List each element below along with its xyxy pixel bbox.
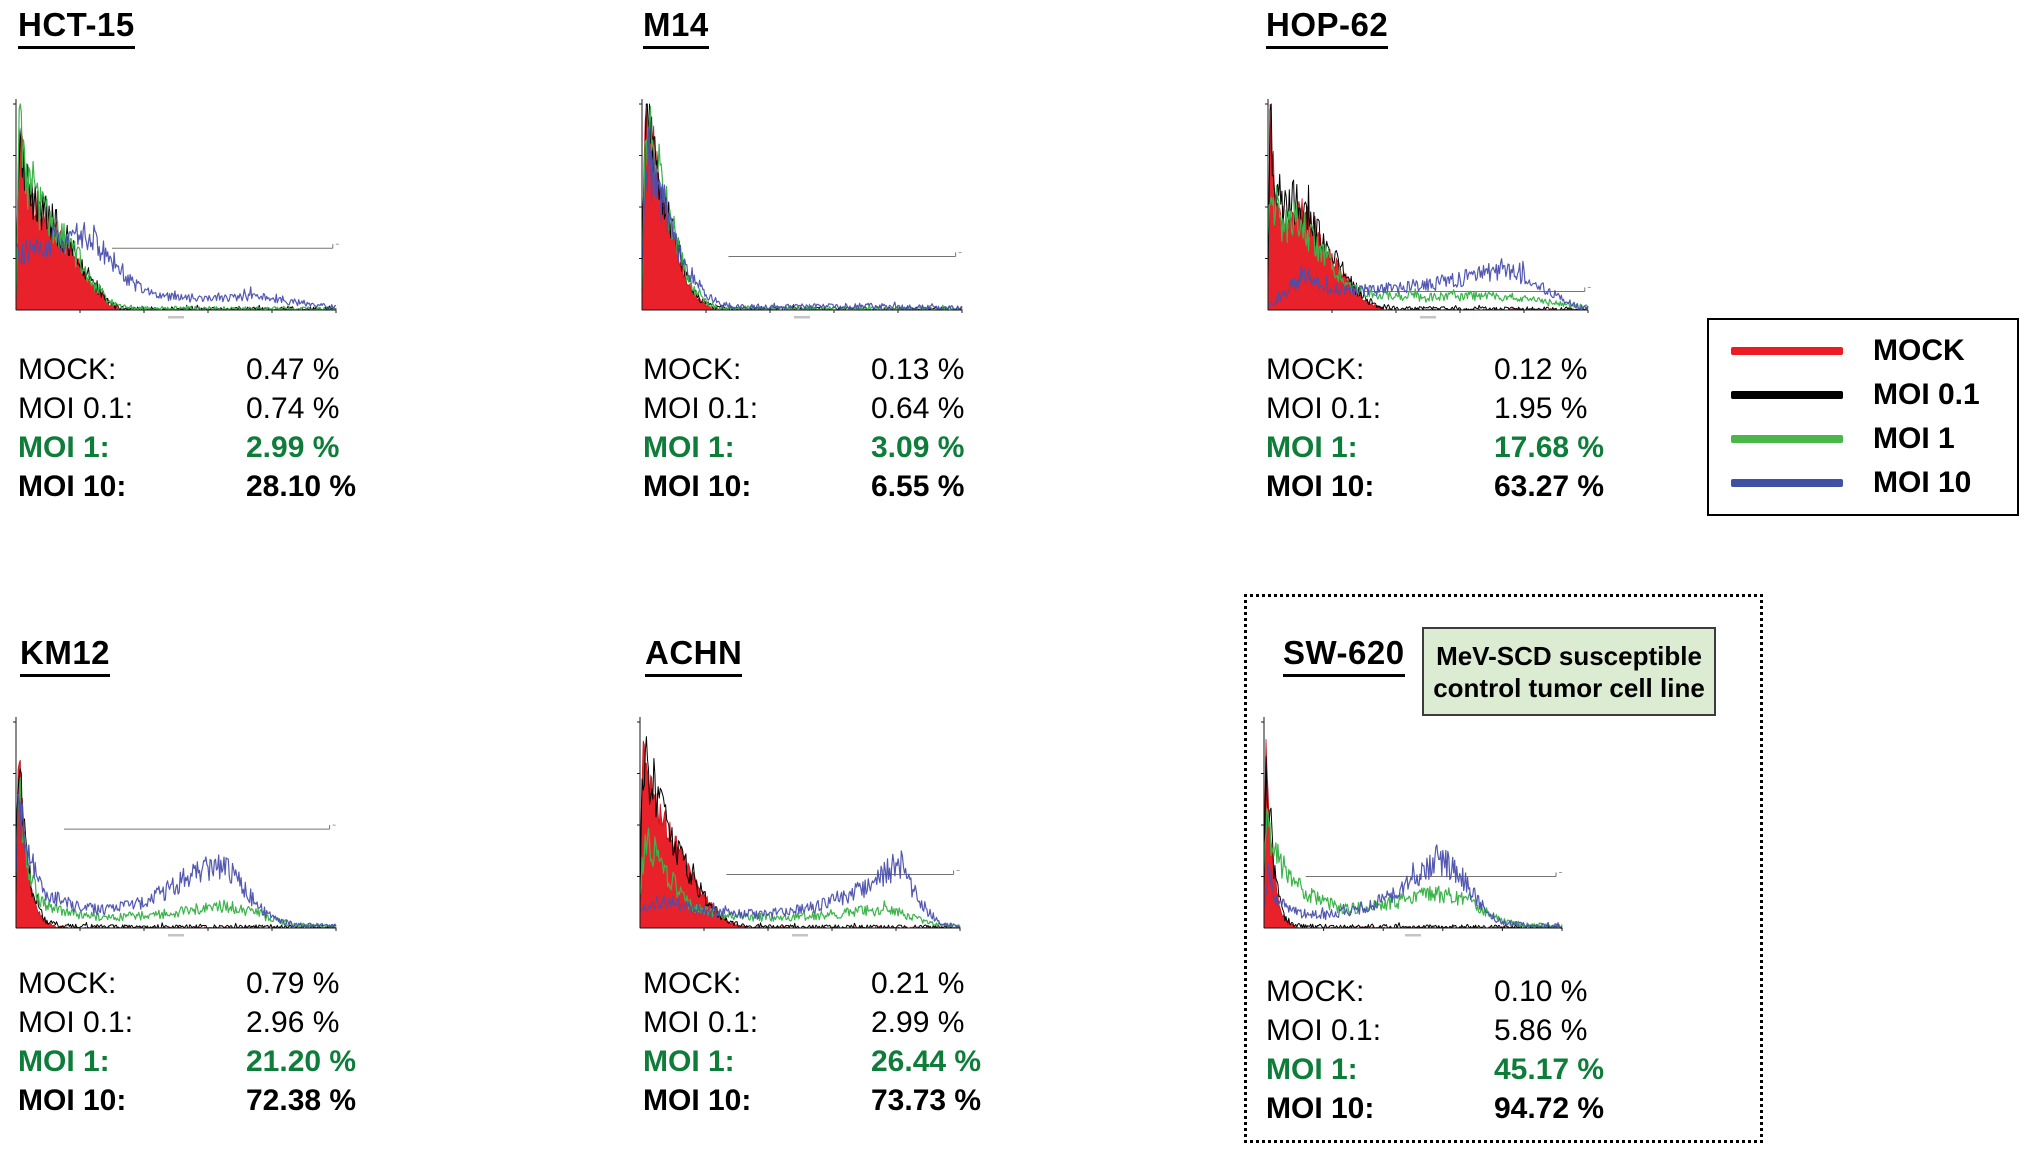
legend-item-moi-10: MOI 10 [1709,466,2017,500]
flow-histogram [639,99,963,319]
row-value: 45.17 % [1494,1053,1605,1086]
row-label: MOCK: [1266,353,1365,386]
row-label: MOI 0.1: [18,1006,134,1039]
row-label: MOI 1: [643,1045,735,1078]
legend-item-moi-0-1: MOI 0.1 [1709,378,2017,412]
panel-title: HCT-15 [18,6,135,49]
row-value: 3.09 % [871,431,965,464]
row-value: 94.72 % [1494,1092,1605,1125]
row-value: 21.20 % [246,1045,357,1078]
row-label: MOI 10: [18,470,127,503]
flow-histogram [1261,717,1564,937]
panel-hct-15: HCT-15 MOCK: 0.47 % MOI 0.1: 0.74 % MOI 1:… [13,6,356,503]
percent-positive-table: MOCK: 0.79 % MOI 0.1: 2.96 % MOI 1: 21.20 %… [18,964,356,1120]
percent-positive-table: MOCK: 0.10 % MOI 0.1: 5.86 % MOI 1: 45.17 %… [1266,972,1604,1128]
row-label: MOI 1: [18,1045,110,1078]
row-value: 0.21 % [871,967,965,1000]
row-label: MOI 0.1: [18,392,134,425]
row-value: 0.79 % [246,967,340,1000]
row-label: MOI 1: [1266,1053,1358,1086]
row-label: MOI 0.1: [643,1006,759,1039]
legend-item-mock: MOCK [1709,334,2017,368]
row-label: MOI 10: [643,1084,752,1117]
row-value: 72.38 % [246,1084,357,1117]
row-value: 0.47 % [246,353,340,386]
percent-positive-table: MOCK: 0.12 % MOI 0.1: 1.95 % MOI 1: 17.68 %… [1266,350,1604,506]
row-label: MOI 1: [1266,431,1358,464]
legend-label: MOI 1 [1873,422,1955,455]
row-value: 2.99 % [871,1006,965,1039]
row-label: MOCK: [643,967,742,1000]
legend-item-moi-1: MOI 1 [1709,422,2017,456]
panel-title: HOP-62 [1266,6,1389,49]
row-label: MOCK: [1266,975,1365,1008]
flow-histogram [1265,99,1591,319]
row-label: MOCK: [18,967,117,1000]
annotation-line2: control tumor cell line [1433,672,1705,703]
legend-label: MOCK [1873,334,1965,367]
legend-swatch-moi-1 [1731,435,1843,443]
legend-swatch-moi-10 [1731,479,1843,487]
legend-label: MOI 10 [1873,466,1972,499]
percent-positive-table: MOCK: 0.13 % MOI 0.1: 0.64 % MOI 1: 3.09 % … [643,350,964,506]
annotation-box: MeV-SCD susceptible control tumor cell l… [1422,627,1716,716]
row-value: 0.12 % [1494,353,1588,386]
row-value: 26.44 % [871,1045,982,1078]
legend-swatch-moi-0-1 [1731,391,1843,399]
row-value: 0.74 % [246,392,340,425]
row-label: MOI 0.1: [643,392,759,425]
row-label: MOI 10: [18,1084,127,1117]
row-label: MOI 10: [643,470,752,503]
control-highlight-dotted-box [1244,594,1763,1143]
row-label: MOI 10: [1266,470,1375,503]
percent-positive-table: MOCK: 0.47 % MOI 0.1: 0.74 % MOI 1: 2.99 % … [18,350,356,506]
panel-achn: ACHN MOCK: 0.21 % MOI 0.1: 2.99 % MOI 1: 26… [637,634,981,1117]
flow-histogram [637,717,961,937]
panel-title: KM12 [20,634,111,677]
flow-histogram [13,717,337,937]
row-value: 28.10 % [246,470,357,503]
row-value: 6.55 % [871,470,965,503]
row-value: 63.27 % [1494,470,1605,503]
row-value: 5.86 % [1494,1014,1588,1047]
panel-title: SW-620 [1283,634,1405,677]
row-label: MOI 0.1: [1266,1014,1382,1047]
row-value: 1.95 % [1494,392,1588,425]
panel-km12: KM12 MOCK: 0.79 % MOI 0.1: 2.96 % MOI 1: 21… [13,634,356,1117]
panel-hop-62: HOP-62 MOCK: 0.12 % MOI 0.1: 1.95 % MOI 1:… [1265,6,1604,503]
row-value: 0.64 % [871,392,965,425]
legend-label: MOI 0.1 [1873,378,1980,411]
row-label: MOCK: [18,353,117,386]
percent-positive-table: MOCK: 0.21 % MOI 0.1: 2.99 % MOI 1: 26.44 %… [643,964,981,1120]
row-label: MOI 1: [643,431,735,464]
flow-histogram [13,99,339,319]
row-label: MOI 10: [1266,1092,1375,1125]
row-value: 0.10 % [1494,975,1588,1008]
row-value: 17.68 % [1494,431,1605,464]
row-label: MOI 1: [18,431,110,464]
panel-title: ACHN [645,634,743,677]
panel-sw-620: SW-620 MOCK: 0.10 % MOI 0.1: 5.86 % MOI 1:… [1261,634,1604,1125]
row-value: 2.96 % [246,1006,340,1039]
row-value: 73.73 % [871,1084,982,1117]
legend-swatch-mock [1731,347,1843,355]
row-value: 2.99 % [246,431,340,464]
panel-m14: M14 MOCK: 0.13 % MOI 0.1: 0.64 % MOI 1: 3.0… [639,6,964,503]
panel-title: M14 [643,6,709,49]
annotation-line1: MeV-SCD susceptible [1436,640,1702,671]
legend: MOCK MOI 0.1 MOI 1 MOI 10 [1707,318,2019,516]
row-label: MOCK: [643,353,742,386]
row-label: MOI 0.1: [1266,392,1382,425]
row-value: 0.13 % [871,353,965,386]
